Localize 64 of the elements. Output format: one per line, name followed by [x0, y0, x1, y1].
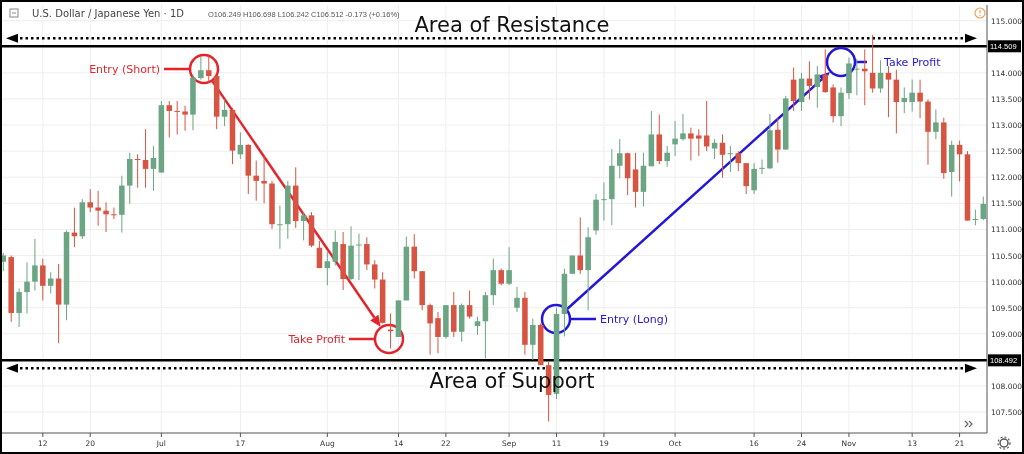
- candlestick: [877, 59, 884, 94]
- candlestick: [87, 188, 93, 213]
- candlestick: [435, 311, 441, 354]
- candlestick: [735, 150, 742, 172]
- candlestick: [822, 48, 828, 94]
- candlestick: [917, 79, 923, 119]
- chart-title: U.S. Dollar / Japanese Yen · 1D: [32, 8, 185, 19]
- candlestick: [601, 181, 607, 222]
- annotation: Area of Resistance: [414, 13, 610, 37]
- candlestick: [664, 145, 670, 168]
- candlestick: [150, 145, 157, 192]
- candlestick: [24, 261, 30, 314]
- annotation: Entry (Long): [600, 312, 668, 326]
- candlestick: [142, 128, 149, 189]
- candlestick: [364, 236, 370, 271]
- candlestick: [616, 138, 623, 179]
- candlestick: [759, 159, 765, 175]
- candlestick: [466, 290, 473, 320]
- candlestick: [182, 105, 188, 132]
- candlestick: [474, 316, 481, 336]
- candlestick: [854, 58, 860, 96]
- candlestick: [696, 128, 702, 157]
- candlestick: [206, 55, 212, 83]
- candlestick: [672, 120, 678, 157]
- candlestick: [427, 303, 433, 356]
- candlestick: [711, 138, 718, 160]
- candlestick: [324, 251, 331, 286]
- candlestick: [174, 100, 180, 135]
- candlestick: [514, 286, 520, 313]
- candlestick: [577, 216, 583, 275]
- candlestick: [743, 162, 749, 195]
- candlestick: [680, 113, 686, 142]
- candlestick: [814, 65, 821, 109]
- candlestick: [933, 108, 939, 140]
- candlestick: [356, 233, 362, 281]
- annotation: Entry (Short): [89, 62, 160, 76]
- candlestick: [371, 259, 378, 289]
- candlestick: [32, 238, 38, 292]
- candlestick: [277, 204, 283, 250]
- candlestick: [775, 117, 781, 164]
- annotation: Take Profit: [883, 55, 942, 69]
- candlestick: [506, 246, 512, 286]
- candlestick: [103, 201, 109, 233]
- candlestick: [40, 258, 46, 301]
- candlestick: [751, 162, 757, 195]
- candlestick: [719, 133, 726, 179]
- candlestick: [166, 100, 173, 139]
- candlestick: [703, 100, 710, 152]
- candlestick: [838, 86, 844, 127]
- candlestick: [253, 160, 259, 202]
- candlestick: [111, 207, 117, 220]
- candlestick: [198, 56, 204, 81]
- candlestick: [909, 79, 915, 112]
- annotation: Take Profit: [287, 332, 346, 346]
- candlestick: [632, 152, 639, 209]
- candlestick: [221, 98, 228, 127]
- candlestick: [95, 190, 101, 227]
- candlestick: [688, 127, 694, 162]
- candlestick: [16, 287, 22, 328]
- candlestick: [332, 229, 338, 266]
- candlestick: [261, 155, 267, 204]
- candlestick: [530, 318, 536, 361]
- candlestick: [300, 211, 307, 241]
- candlestick: [885, 65, 892, 118]
